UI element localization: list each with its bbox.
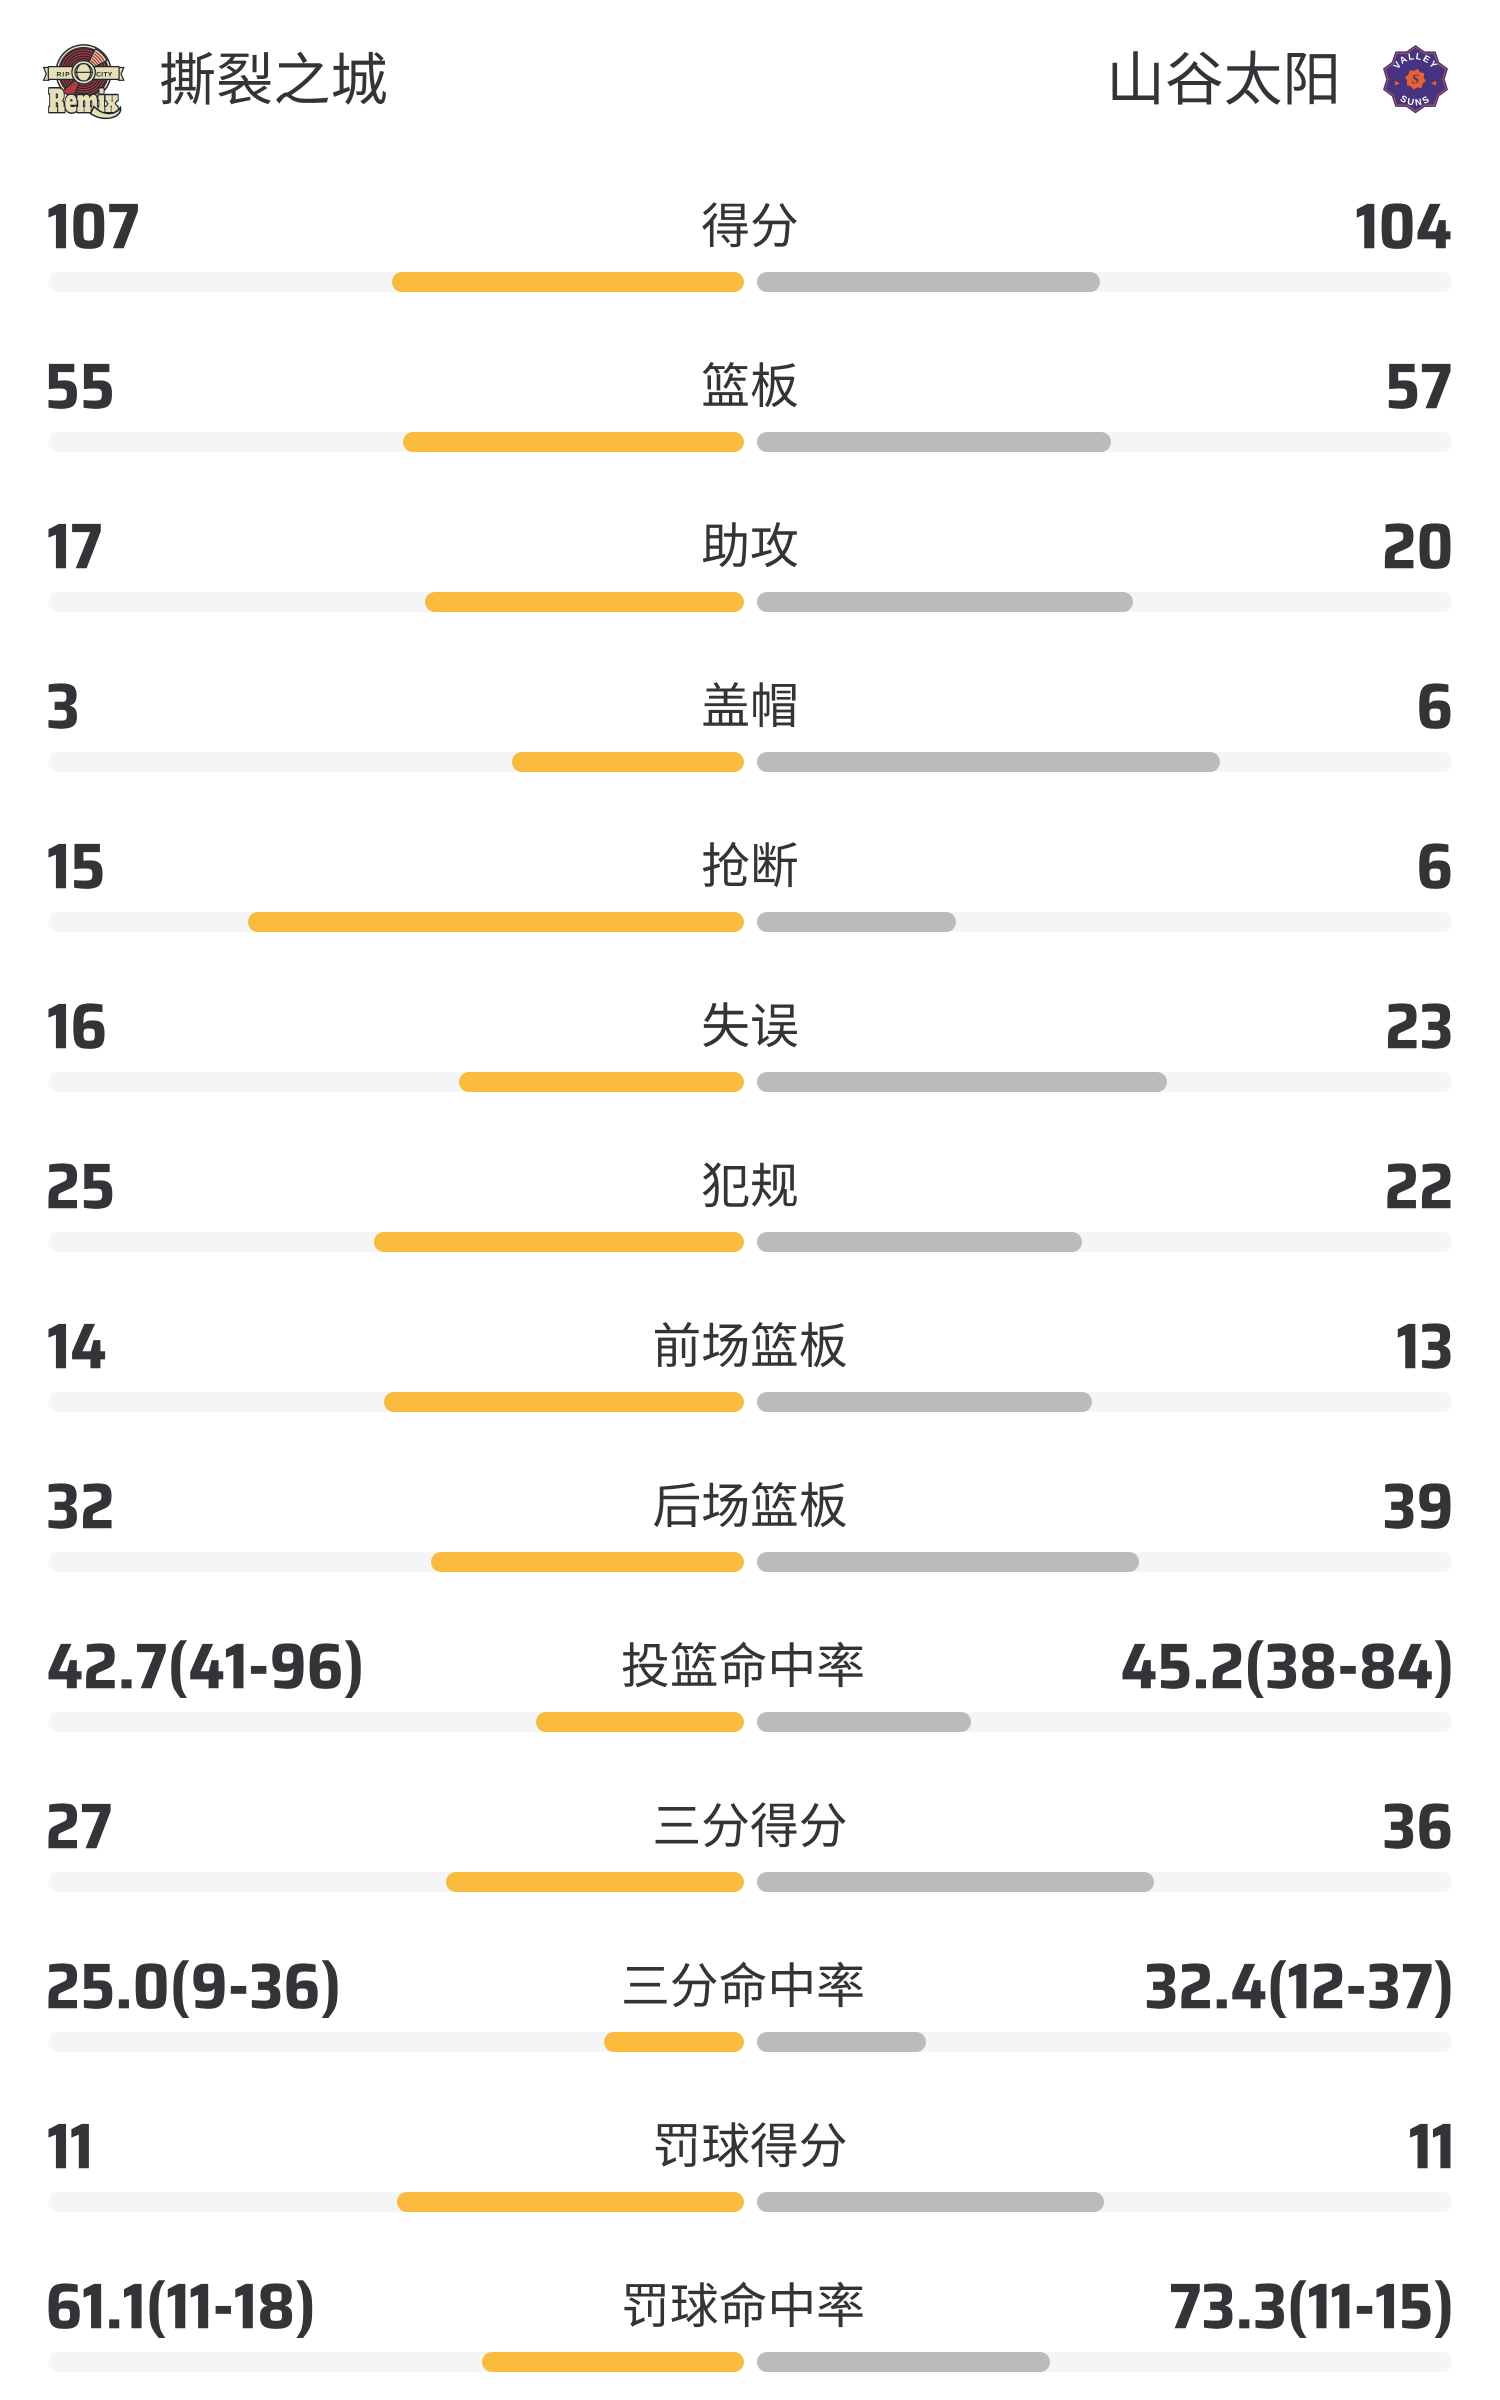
svg-text:SUNS: SUNS bbox=[1399, 93, 1433, 107]
svg-text:CITY: CITY bbox=[96, 71, 113, 78]
svg-text:RIP: RIP bbox=[56, 71, 70, 78]
svg-text:S: S bbox=[1412, 72, 1420, 87]
